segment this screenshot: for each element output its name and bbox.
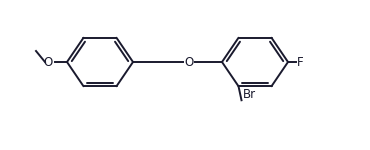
Text: F: F: [297, 56, 304, 69]
Text: O: O: [184, 56, 194, 69]
Text: O: O: [44, 56, 53, 69]
Text: Br: Br: [242, 88, 256, 101]
